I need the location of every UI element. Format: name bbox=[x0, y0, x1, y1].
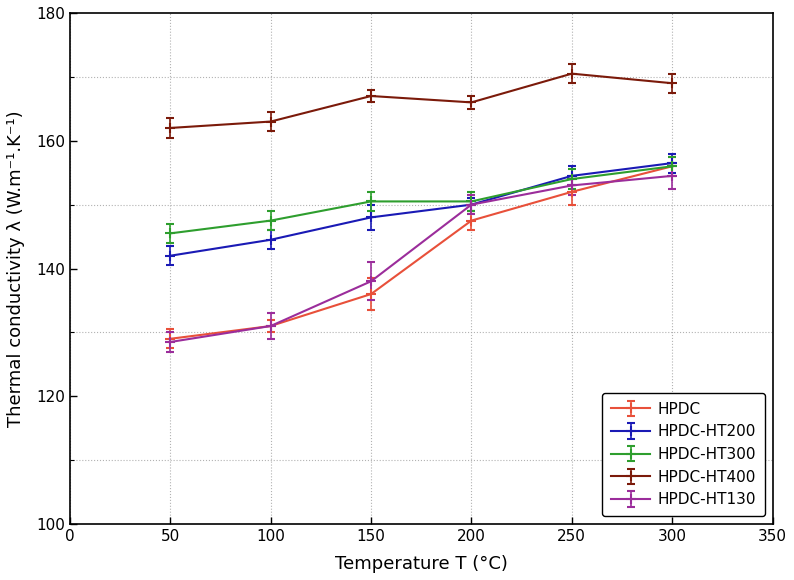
Y-axis label: Thermal conductivity λ (W.m⁻¹.K⁻¹): Thermal conductivity λ (W.m⁻¹.K⁻¹) bbox=[7, 110, 25, 427]
X-axis label: Temperature T (°C): Temperature T (°C) bbox=[335, 555, 507, 573]
Legend: HPDC, HPDC-HT200, HPDC-HT300, HPDC-HT400, HPDC-HT130: HPDC, HPDC-HT200, HPDC-HT300, HPDC-HT400… bbox=[603, 393, 765, 516]
